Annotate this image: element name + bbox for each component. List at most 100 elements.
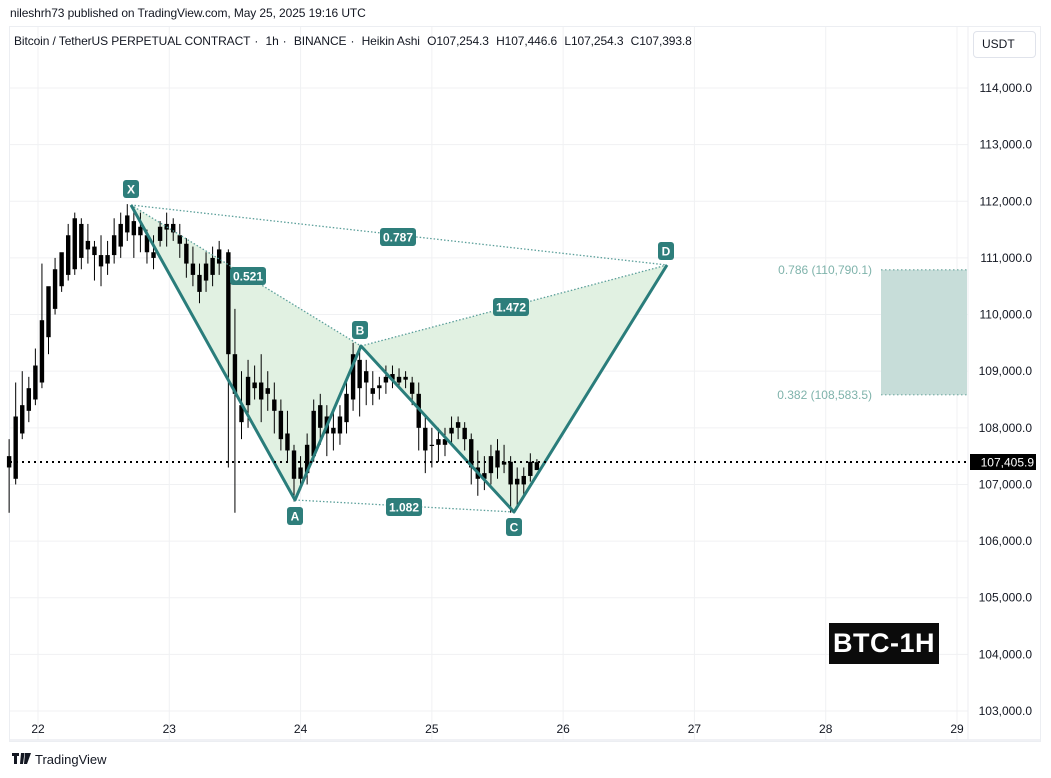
candle-body (528, 461, 533, 476)
date-tick-label: 22 (31, 722, 45, 736)
point-label-x[interactable] (123, 180, 139, 198)
candle-body (383, 376, 389, 383)
legend-separator: · (254, 34, 259, 48)
candle-body (26, 388, 32, 411)
price-tick-label: 111,000.0 (980, 251, 1032, 265)
price-tick-label: 108,000.0 (979, 421, 1033, 435)
point-label-c[interactable] (506, 518, 522, 536)
tradingview-logo-icon (12, 752, 31, 767)
legend-exchange: BINANCE (293, 34, 347, 48)
ratio-label-text: 1.472 (496, 301, 526, 315)
candle-body (409, 382, 415, 394)
candle-body (265, 388, 270, 394)
price-tick-label: 109,000.0 (979, 364, 1033, 378)
candle-body (462, 427, 467, 440)
price-tick-label: 110,000.0 (980, 308, 1033, 322)
candle-body (39, 320, 45, 383)
candle-body (144, 235, 150, 253)
candle-body (52, 269, 58, 309)
candle-body (171, 223, 176, 233)
candle-body (85, 240, 91, 250)
price-tick-label: 113,000.0 (980, 138, 1033, 152)
date-tick-label: 29 (950, 722, 964, 736)
candle-body (203, 263, 209, 281)
candle-body (151, 252, 156, 258)
candle-body (291, 450, 297, 479)
candle-body (285, 433, 290, 451)
candle-body (442, 439, 448, 445)
xab-triangle (131, 205, 361, 500)
ratio-label[interactable] (380, 228, 416, 246)
candle-body (20, 405, 25, 434)
candle-body (226, 252, 231, 355)
footer-brand[interactable]: TradingView (12, 752, 107, 767)
candle-body (311, 410, 316, 457)
candle-body (337, 416, 343, 434)
fib-target-zone: 0.786 (110,790.1) 0.382 (108,583.5) (777, 263, 967, 402)
candle-body (216, 249, 222, 264)
point-label-text: X (127, 183, 135, 197)
candle-body (377, 385, 382, 389)
legend-separator: · (350, 34, 355, 48)
candle-body (469, 439, 474, 468)
candle-body (423, 427, 428, 451)
ratio-label[interactable] (230, 267, 266, 285)
legend-symbol[interactable]: Bitcoin / TetherUS PERPETUAL CONTRACT (14, 34, 251, 48)
current-price-text: 107,405.9 (981, 456, 1035, 470)
ratio-guide-line (130, 204, 362, 347)
harmonic-pattern-fill (131, 205, 667, 512)
price-tick-label: 114,000.0 (980, 81, 1033, 95)
candle-body (364, 371, 369, 383)
candle-body (111, 235, 117, 256)
candle-body (396, 376, 402, 383)
ratio-label-text: 0.521 (233, 270, 263, 284)
legend-low: L107,254.3 (564, 34, 624, 48)
price-tick-label: 103,000.0 (979, 704, 1033, 718)
price-tick-label: 107,000.0 (979, 477, 1033, 491)
candle-body (344, 393, 349, 423)
ratio-label[interactable] (493, 298, 529, 316)
point-label-text: C (510, 521, 519, 535)
candle-body (521, 475, 526, 485)
currency-button[interactable]: USDT (973, 31, 1036, 58)
current-price-line: 107,405.9 (10, 454, 1036, 470)
candle-body (298, 467, 303, 479)
date-tick-label: 26 (556, 722, 570, 736)
xabcd-legs (129, 204, 669, 514)
candle-body (350, 354, 356, 400)
publisher-line: nileshrh73 published on TradingView.com,… (10, 6, 366, 20)
legend-interval[interactable]: 1h (265, 34, 279, 48)
candle-body (258, 382, 264, 400)
ratio-label[interactable] (386, 498, 422, 516)
tradingview-logo-icon (12, 753, 31, 764)
chart-panel[interactable] (9, 26, 1041, 742)
candle-body (331, 427, 336, 434)
date-tick-label: 23 (163, 722, 177, 736)
candle-body (436, 439, 441, 445)
point-label-d[interactable] (658, 242, 674, 260)
candle-body (534, 462, 540, 471)
fib-level-label: 0.382 (108,583.5) (777, 388, 872, 402)
candle-body (370, 388, 375, 394)
candle-body (105, 255, 110, 264)
symbol-legend: Bitcoin / TetherUS PERPETUAL CONTRACT · 1… (14, 34, 696, 48)
bcd-triangle (361, 265, 667, 512)
candle-body (272, 399, 277, 411)
axes: 103,000.0 104,000.0 105,000.0 106,000.0 107,… (10, 27, 1040, 741)
point-label-a[interactable] (287, 507, 303, 525)
candle-body (508, 461, 513, 485)
date-tick-label: 27 (688, 722, 702, 736)
candle-body (390, 374, 395, 380)
btc-1h-badge: BTC-1H (829, 623, 939, 664)
price-tick-label: 105,000.0 (979, 591, 1033, 605)
legend-chart-type: Heikin Ashi (361, 34, 420, 48)
price-tick-label: 112,000.0 (980, 194, 1033, 208)
candle-body (403, 376, 408, 380)
candle-body (131, 221, 137, 236)
candle-body (252, 382, 257, 389)
candle-body (501, 461, 507, 465)
candle-body (449, 427, 454, 434)
candle-body (13, 416, 18, 479)
point-label-b[interactable] (352, 321, 368, 339)
